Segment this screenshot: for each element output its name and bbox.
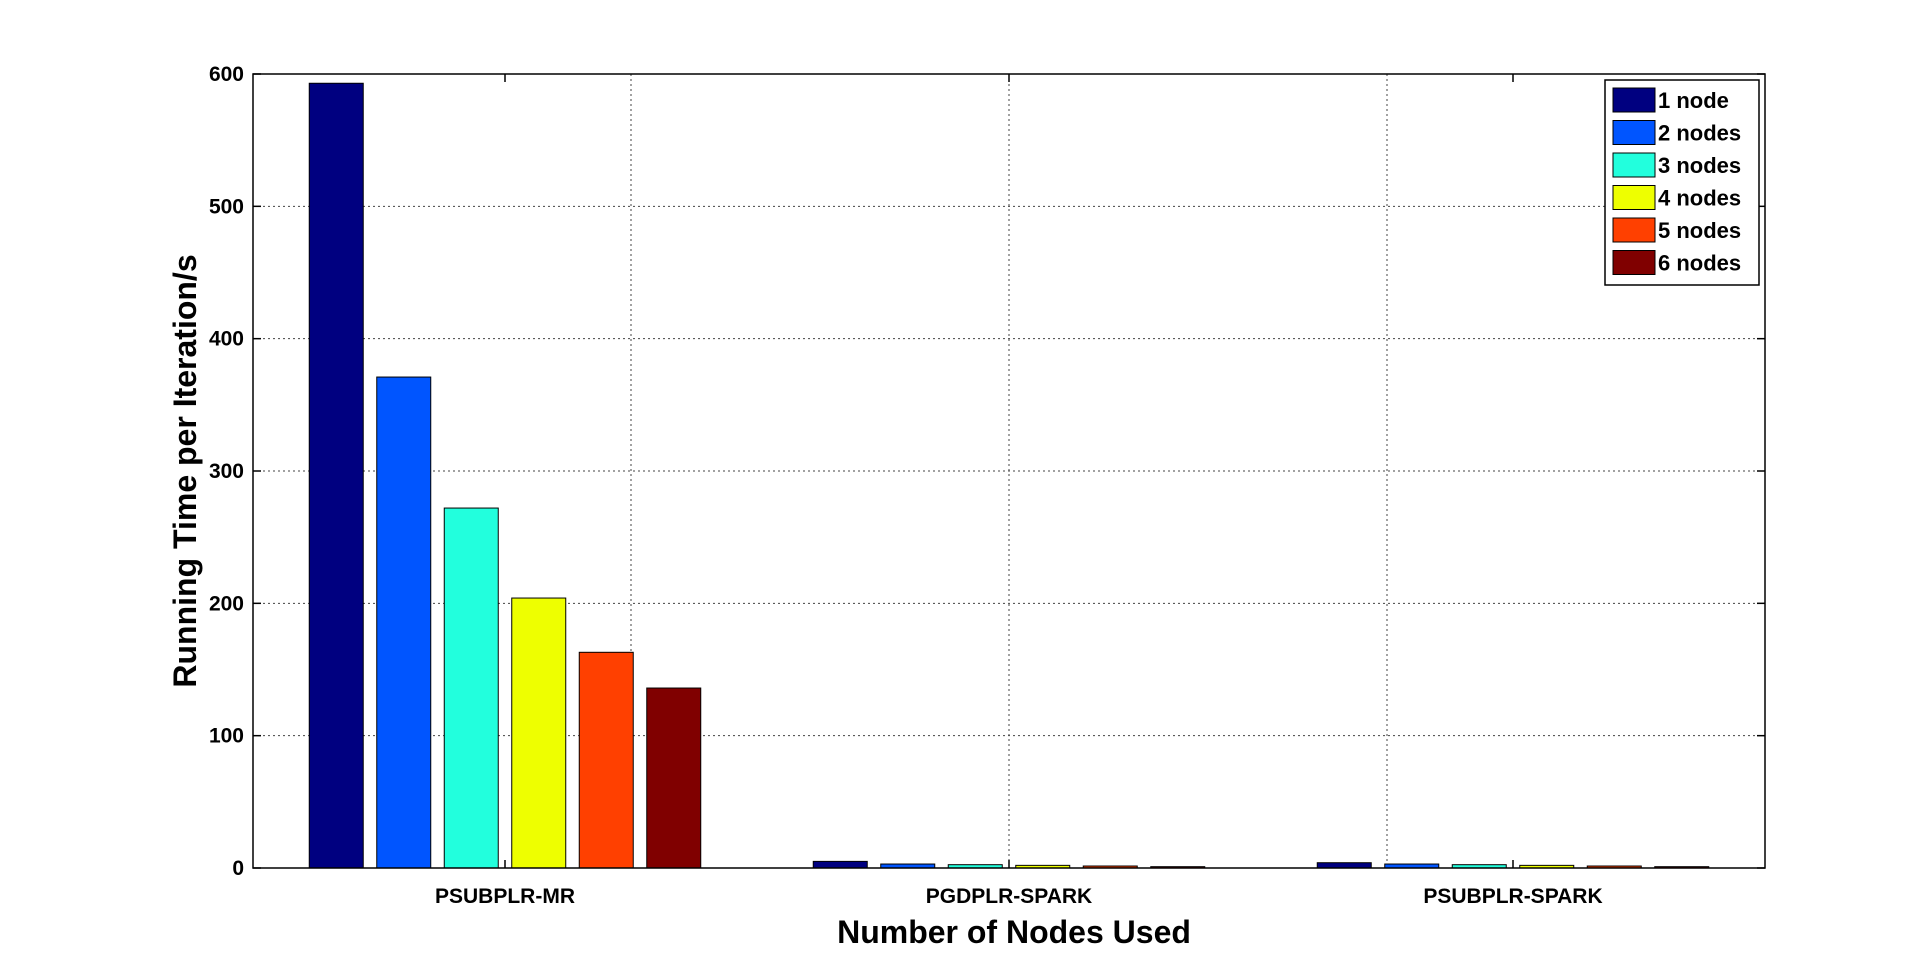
- bar-3-psubplr-mr: [443, 507, 499, 869]
- legend-label: 4 nodes: [1658, 186, 1741, 211]
- bars: [308, 82, 1710, 869]
- legend-label: 6 nodes: [1658, 251, 1741, 276]
- y-tick-label: 300: [209, 460, 244, 483]
- legend-swatch: [1612, 250, 1656, 275]
- bar-5-psubplr-mr: [578, 651, 634, 869]
- legend-swatch: [1612, 217, 1656, 243]
- legend-swatch: [1612, 185, 1656, 210]
- legend-swatch: [1612, 152, 1656, 178]
- legend-swatch: [1612, 120, 1656, 145]
- x-tick-label: PSUBPLR-SPARK: [1423, 885, 1602, 908]
- bar-1-psubplr-spark: [1316, 862, 1372, 869]
- legend-swatch: [1612, 87, 1656, 113]
- y-tick-label: 500: [209, 195, 244, 218]
- x-tick-label: PSUBPLR-MR: [435, 885, 575, 908]
- bar-2-psubplr-mr: [376, 376, 432, 869]
- bar-1-pgdplr-spark: [812, 860, 868, 869]
- y-tick-label: 0: [232, 857, 244, 880]
- y-tick-label: 100: [209, 725, 244, 748]
- legend-label: 2 nodes: [1658, 121, 1741, 146]
- y-tick-label: 600: [209, 63, 244, 86]
- bar-6-psubplr-mr: [646, 687, 702, 869]
- legend-label: 1 node: [1658, 88, 1729, 113]
- legend-label: 5 nodes: [1658, 218, 1741, 243]
- legend-box: [1604, 79, 1760, 286]
- x-tick-label: PGDPLR-SPARK: [926, 885, 1092, 908]
- x-axis-title: Number of Nodes Used: [837, 914, 1191, 950]
- bar-1-psubplr-mr: [308, 82, 364, 869]
- legend: 1 node 2 nodes 3 nodes 4 nodes 5 nodes 6 node…: [1604, 79, 1760, 286]
- axis-ticks: 0 100 200 300 400 500 600 PSUBPLR-MR PGDPLR-SPAR…: [209, 63, 1765, 908]
- y-axis-title: Running Time per Iteration/s: [167, 254, 203, 687]
- y-tick-label: 200: [209, 592, 244, 615]
- y-tick-label: 400: [209, 328, 244, 351]
- legend-label: 3 nodes: [1658, 153, 1741, 178]
- bar-4-psubplr-mr: [511, 597, 567, 869]
